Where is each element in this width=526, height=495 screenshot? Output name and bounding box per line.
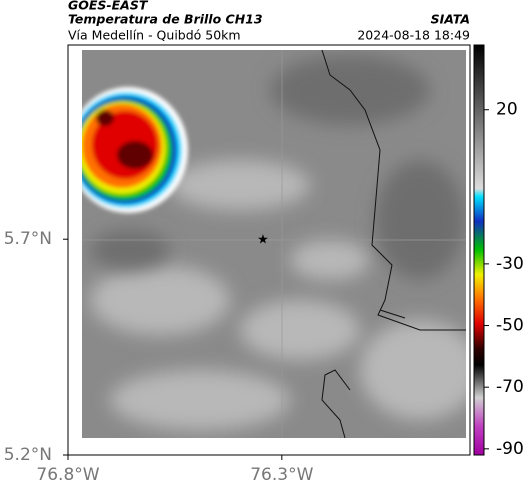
colorbar-tick-label: 20 (496, 100, 518, 120)
colorbar-tick-label: -50 (496, 316, 524, 336)
region: Vía Medellín - Quibdó 50km (68, 28, 241, 43)
colorbar-tick-label: -30 (496, 254, 524, 274)
y-tick-label: 5.7°N (4, 229, 52, 249)
header: GOES-EAST Temperatura de Brillo CH13 Vía… (68, 0, 470, 43)
x-tick-label: 76.3°W (250, 465, 313, 485)
colorbar-tick-label: -70 (496, 377, 524, 397)
title: GOES-EAST (68, 0, 149, 13)
satellite-image: ★ (82, 50, 466, 438)
map-frame (67, 44, 471, 456)
storm-cell (82, 87, 188, 213)
x-tick-label: 76.8°W (36, 465, 99, 485)
y-tick-label: 5.2°N (4, 445, 52, 465)
subtitle: Temperatura de Brillo CH13 (68, 12, 263, 27)
colorbar-tick-label: -90 (496, 439, 524, 459)
location-marker: ★ (257, 233, 269, 248)
datetime: 2024-08-18 18:49 (357, 28, 470, 43)
source: SIATA (431, 12, 470, 27)
colorbar (473, 44, 485, 456)
